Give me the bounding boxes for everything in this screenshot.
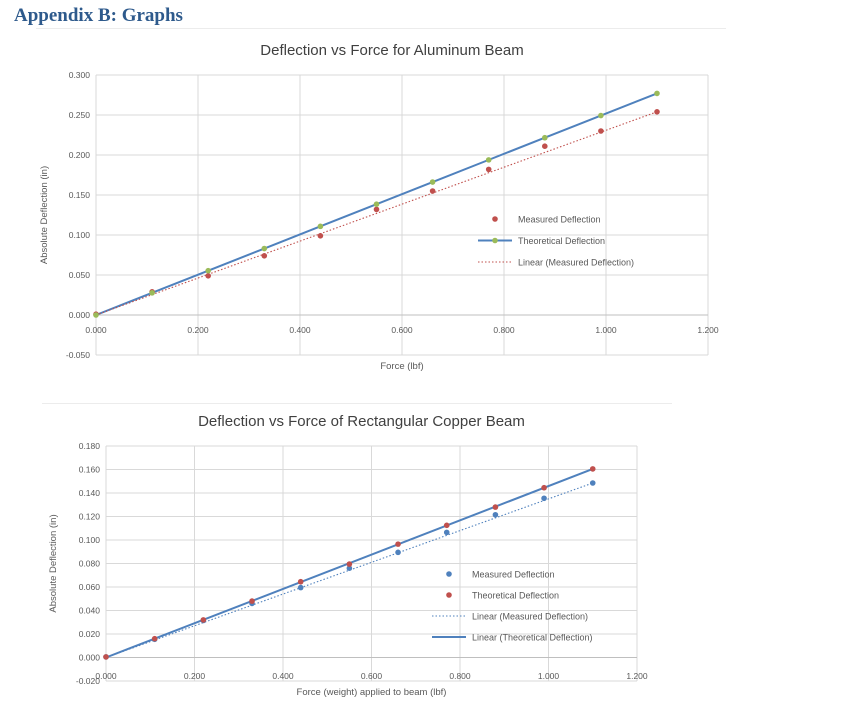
legend-marker xyxy=(446,592,452,598)
legend-marker xyxy=(492,216,498,222)
data-point xyxy=(443,522,450,529)
x-tick-label: 0.200 xyxy=(187,325,209,335)
aluminum-chart-svg: Deflection vs Force for Aluminum Beam -0.… xyxy=(39,42,719,372)
y-tick-label: 0.150 xyxy=(69,190,91,200)
data-point xyxy=(297,584,304,591)
legend-marker xyxy=(492,237,498,244)
legend-label: Measured Deflection xyxy=(472,570,555,580)
y-tick-label: 0.040 xyxy=(79,606,101,616)
y-axis-label: Absolute Deflection (in) xyxy=(39,166,50,264)
x-tick-label: 1.000 xyxy=(595,325,617,335)
x-tick-label: 0.600 xyxy=(391,325,413,335)
data-point xyxy=(297,578,304,585)
section-heading: Appendix B: Graphs xyxy=(14,5,183,26)
x-tick-label: 0.000 xyxy=(85,325,107,335)
x-tick-label: 1.200 xyxy=(626,671,648,681)
x-tick-label: 0.200 xyxy=(184,671,206,681)
y-tick-label: 0.140 xyxy=(79,488,101,498)
y-tick-label: 0.000 xyxy=(69,310,91,320)
series-line xyxy=(105,482,593,659)
data-point xyxy=(249,598,255,604)
y-tick-label: 0.060 xyxy=(79,582,101,592)
data-point xyxy=(589,466,596,472)
x-axis-label: Force (weight) applied to beam (lbf) xyxy=(297,687,447,698)
legend-label: Linear (Measured Deflection) xyxy=(518,258,634,268)
chart-title: Deflection vs Force for Aluminum Beam xyxy=(260,42,523,59)
y-tick-label: 0.180 xyxy=(79,441,101,451)
x-tick-label: 1.200 xyxy=(697,325,719,335)
legend-marker xyxy=(446,571,452,577)
data-point xyxy=(373,206,380,213)
y-axis-label: Absolute Deflection (in) xyxy=(48,514,59,612)
chart-title: Deflection vs Force of Rectangular Coppe… xyxy=(198,413,525,430)
data-point xyxy=(93,312,99,318)
data-point xyxy=(485,166,492,173)
data-point xyxy=(589,480,596,486)
data-point xyxy=(261,253,268,259)
legend-label: Linear (Theoretical Deflection) xyxy=(472,633,593,643)
data-point xyxy=(429,188,436,194)
x-tick-label: 0.000 xyxy=(95,671,117,681)
data-point xyxy=(654,109,660,115)
data-point xyxy=(205,267,211,274)
data-point xyxy=(317,233,324,239)
legend-label: Measured Deflection xyxy=(518,215,601,225)
data-point xyxy=(492,511,499,518)
data-point xyxy=(395,541,401,547)
y-tick-label: 0.020 xyxy=(79,629,101,639)
aluminum-beam-chart: Deflection vs Force for Aluminum Beam -0.… xyxy=(36,28,726,379)
data-point xyxy=(346,565,353,571)
data-point xyxy=(373,201,380,207)
data-point xyxy=(541,495,547,502)
y-tick-label: 0.100 xyxy=(79,535,101,545)
legend-label: Theoretical Deflection xyxy=(518,236,605,246)
data-point xyxy=(261,245,268,252)
copper-chart-svg: Deflection vs Force of Rectangular Coppe… xyxy=(48,413,648,698)
data-point xyxy=(200,617,207,623)
x-tick-label: 0.400 xyxy=(272,671,294,681)
y-tick-label: 0.000 xyxy=(79,653,101,663)
y-tick-label: 0.160 xyxy=(79,465,101,475)
y-tick-label: 0.120 xyxy=(79,512,101,522)
data-point xyxy=(103,654,109,660)
data-point xyxy=(542,134,548,141)
data-point xyxy=(429,179,436,185)
data-point xyxy=(443,529,450,536)
y-tick-label: 0.200 xyxy=(69,150,91,160)
data-point xyxy=(346,561,353,567)
data-point xyxy=(151,635,158,642)
data-point xyxy=(541,484,547,491)
x-tick-label: 1.000 xyxy=(538,671,560,681)
data-point xyxy=(598,112,604,119)
y-tick-label: -0.050 xyxy=(66,350,90,360)
data-point xyxy=(485,157,492,163)
y-tick-label: 0.050 xyxy=(69,270,91,280)
y-tick-label: 0.080 xyxy=(79,559,101,569)
series-line xyxy=(95,111,658,316)
y-tick-label: 0.250 xyxy=(69,110,91,120)
data-point xyxy=(542,143,548,149)
data-point xyxy=(395,549,401,556)
x-tick-label: 0.800 xyxy=(493,325,515,335)
y-tick-label: 0.300 xyxy=(69,70,91,80)
copper-beam-chart: Deflection vs Force of Rectangular Coppe… xyxy=(42,403,672,716)
data-point xyxy=(598,128,604,134)
data-point xyxy=(317,223,324,230)
x-tick-label: 0.400 xyxy=(289,325,311,335)
x-tick-label: 0.800 xyxy=(449,671,471,681)
y-tick-label: -0.020 xyxy=(76,676,100,686)
data-point xyxy=(149,290,155,296)
y-tick-label: 0.100 xyxy=(69,230,91,240)
x-axis-label: Force (lbf) xyxy=(380,361,423,372)
x-tick-label: 0.600 xyxy=(361,671,383,681)
data-point xyxy=(205,273,211,279)
data-point xyxy=(492,504,499,510)
legend-label: Theoretical Deflection xyxy=(472,591,559,601)
legend-label: Linear (Measured Deflection) xyxy=(472,612,588,622)
data-point xyxy=(654,90,660,97)
